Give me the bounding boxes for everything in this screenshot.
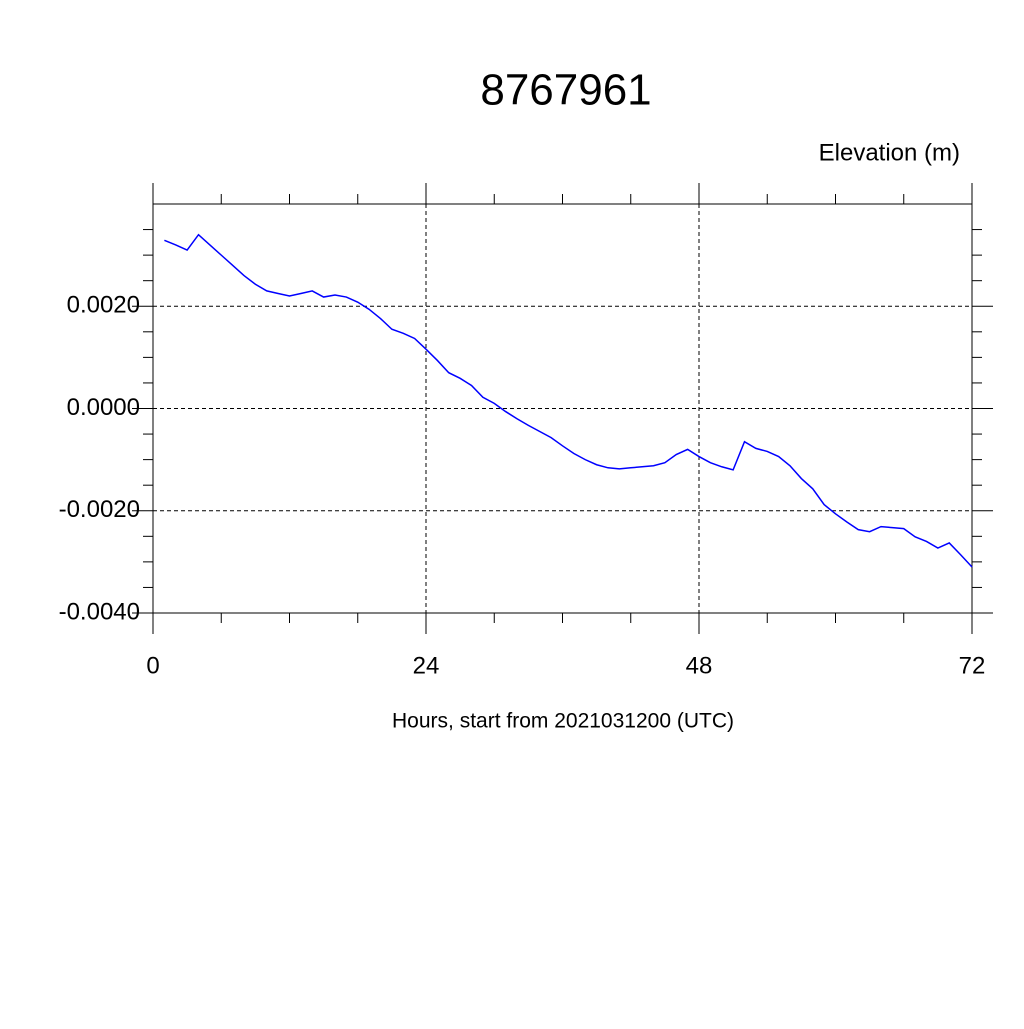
chart-title: 8767961 [480,66,651,115]
x-axis-label: Hours, start from 2021031200 (UTC) [392,710,734,733]
x-tick-label: 72 [959,652,986,679]
x-tick-label: 24 [413,652,440,679]
x-tick-label: 0 [146,652,159,679]
plot-frame [152,203,973,614]
y-tick-label: 0.0020 [67,292,140,319]
y-tick-label: 0.0000 [67,394,140,421]
x-tick-label: 48 [686,652,713,679]
data-line [164,233,973,568]
y-axis-label: Elevation (m) [819,139,960,166]
y-tick-label: -0.0020 [59,496,140,523]
y-tick-label: -0.0040 [59,598,140,625]
